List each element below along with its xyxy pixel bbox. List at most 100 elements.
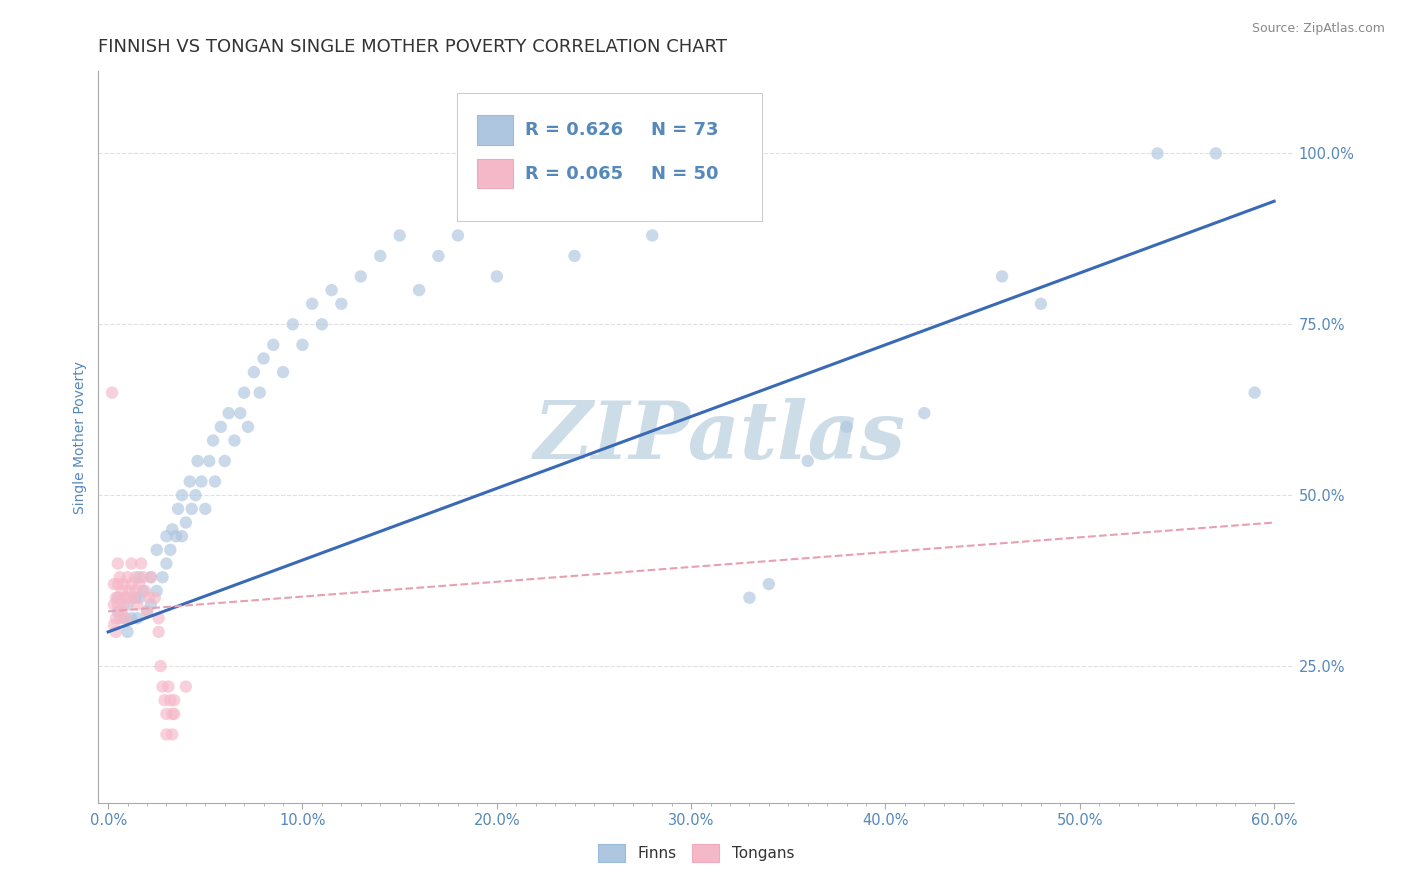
Point [641, 228, 664, 243]
Point [388, 228, 411, 243]
Point [128, 577, 150, 591]
Point [148, 624, 170, 639]
Point [249, 385, 271, 400]
Point [152, 680, 174, 694]
Point [796, 454, 818, 468]
Point [143, 591, 166, 605]
Point [214, 454, 236, 468]
Point [162, 727, 184, 741]
Point [124, 583, 146, 598]
Text: Source: ZipAtlas.com: Source: ZipAtlas.com [1251, 22, 1385, 36]
Point [107, 577, 129, 591]
Bar [477, 115, 513, 145]
Text: N = 50: N = 50 [651, 165, 718, 183]
Point [738, 591, 761, 605]
Point [170, 488, 193, 502]
Point [111, 583, 134, 598]
Point [170, 529, 193, 543]
Point [184, 488, 207, 502]
Point [104, 591, 127, 605]
Point [114, 611, 136, 625]
Point [128, 570, 150, 584]
Point [224, 434, 246, 448]
Point [145, 583, 167, 598]
Point [209, 420, 232, 434]
Point [107, 604, 129, 618]
Point [107, 598, 129, 612]
Point [124, 591, 146, 605]
Point [174, 680, 197, 694]
Point [117, 598, 139, 612]
Point [104, 611, 127, 625]
Point [835, 420, 858, 434]
Point [139, 570, 162, 584]
Point [1029, 297, 1052, 311]
Point [117, 570, 139, 584]
Point [117, 591, 139, 605]
Point [350, 269, 373, 284]
Point [120, 611, 142, 625]
Point [467, 201, 489, 215]
Point [129, 557, 152, 571]
Point [198, 454, 221, 468]
Point [427, 249, 450, 263]
Point [162, 522, 184, 536]
Point [163, 706, 186, 721]
Point [103, 598, 125, 612]
Point [104, 624, 127, 639]
Point [139, 570, 162, 584]
Point [447, 228, 470, 243]
Point [114, 591, 136, 605]
Text: R = 0.626: R = 0.626 [524, 121, 623, 139]
Point [132, 583, 155, 598]
Point [758, 577, 780, 591]
Point [368, 249, 391, 263]
Point [167, 501, 190, 516]
Point [118, 583, 141, 598]
Point [165, 529, 187, 543]
Point [162, 706, 184, 721]
Point [1205, 146, 1227, 161]
Point [128, 591, 150, 605]
Point [103, 577, 125, 591]
Point [153, 693, 176, 707]
Point [271, 365, 294, 379]
Point [108, 570, 131, 584]
Text: N = 73: N = 73 [651, 121, 718, 139]
Point [107, 557, 129, 571]
Text: ZIPatlas: ZIPatlas [534, 399, 905, 475]
Point [117, 624, 139, 639]
Point [155, 529, 177, 543]
Point [291, 338, 314, 352]
Point [155, 706, 177, 721]
Point [262, 338, 284, 352]
Point [1243, 385, 1265, 400]
Point [229, 406, 252, 420]
Point [112, 611, 135, 625]
Point [120, 557, 142, 571]
Point [120, 577, 142, 591]
Point [132, 570, 155, 584]
Point [180, 501, 202, 516]
Legend: Finns, Tongans: Finns, Tongans [592, 838, 800, 868]
Point [330, 297, 353, 311]
Point [321, 283, 343, 297]
Point [912, 406, 935, 420]
Text: R = 0.065: R = 0.065 [524, 165, 623, 183]
Point [186, 454, 208, 468]
Text: FINNISH VS TONGAN SINGLE MOTHER POVERTY CORRELATION CHART: FINNISH VS TONGAN SINGLE MOTHER POVERTY … [98, 38, 727, 56]
Point [991, 269, 1014, 284]
Point [252, 351, 274, 366]
Point [112, 598, 135, 612]
Point [485, 269, 508, 284]
Point [152, 570, 174, 584]
Point [107, 591, 129, 605]
FancyBboxPatch shape [457, 94, 762, 221]
Bar [477, 159, 513, 188]
Point [139, 598, 162, 612]
Point [243, 365, 266, 379]
Y-axis label: Single Mother Poverty: Single Mother Poverty [73, 360, 87, 514]
Point [149, 659, 172, 673]
Point [218, 406, 240, 420]
Point [157, 680, 180, 694]
